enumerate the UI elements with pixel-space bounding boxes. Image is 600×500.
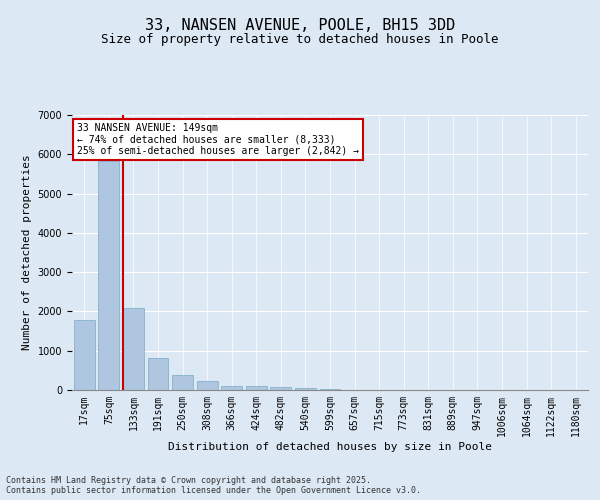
Bar (197, 382, 218, 390)
Bar (148, 358, 169, 390)
Text: 33 NANSEN AVENUE: 149sqm
← 74% of detached houses are smaller (8,333)
25% of sem: 33 NANSEN AVENUE: 149sqm ← 74% of detach… (77, 123, 359, 156)
Y-axis label: Number of detached properties: Number of detached properties (22, 154, 32, 350)
Bar (221, 386, 242, 390)
Bar (123, 308, 144, 390)
Bar (320, 388, 340, 390)
Bar (98, 162, 119, 390)
Text: 33, NANSEN AVENUE, POOLE, BH15 3DD: 33, NANSEN AVENUE, POOLE, BH15 3DD (145, 18, 455, 32)
Text: Contains HM Land Registry data © Crown copyright and database right 2025.
Contai: Contains HM Land Registry data © Crown c… (6, 476, 421, 495)
Bar (246, 386, 267, 390)
Bar (295, 388, 316, 390)
Bar (271, 387, 292, 390)
Bar (74, 320, 95, 390)
Bar (172, 375, 193, 390)
Text: Size of property relative to detached houses in Poole: Size of property relative to detached ho… (101, 32, 499, 46)
X-axis label: Distribution of detached houses by size in Poole: Distribution of detached houses by size … (168, 442, 492, 452)
